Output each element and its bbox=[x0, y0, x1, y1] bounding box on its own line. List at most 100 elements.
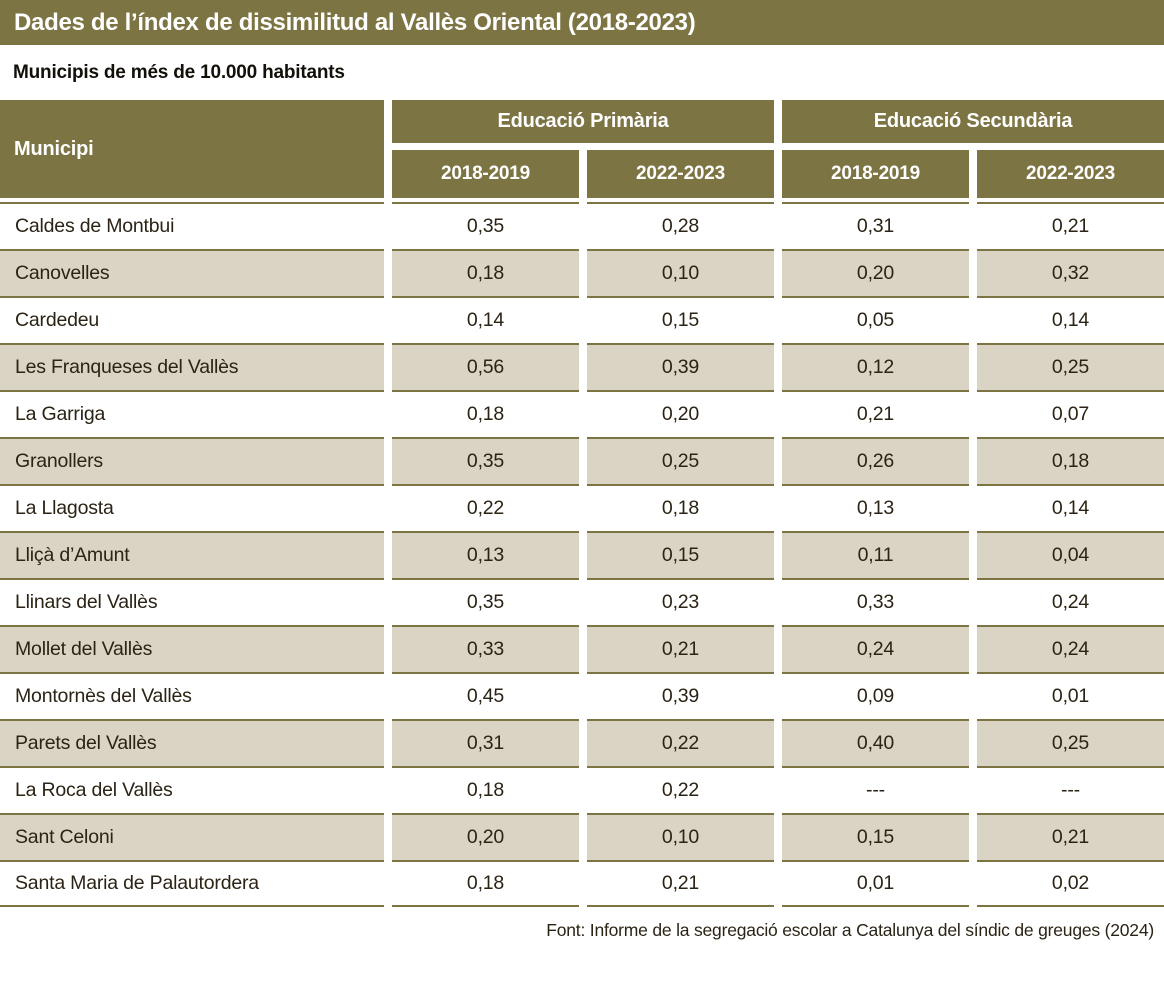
table-header: Municipi Educació Primària Educació Secu… bbox=[0, 100, 1164, 198]
value-cell: 0,18 bbox=[392, 249, 579, 296]
value-cell: 0,32 bbox=[977, 249, 1164, 296]
value-cell: 0,22 bbox=[587, 719, 774, 766]
value-cell: 0,24 bbox=[782, 625, 969, 672]
value-cell: 0,12 bbox=[782, 343, 969, 390]
value-cell: 0,35 bbox=[392, 202, 579, 249]
value-cell: 0,13 bbox=[392, 531, 579, 578]
value-cell: 0,14 bbox=[977, 484, 1164, 531]
table-row: Santa Maria de Palautordera 0,18 0,21 0,… bbox=[0, 860, 1164, 907]
municipality-cell: Lliçà d’Amunt bbox=[0, 531, 384, 578]
table-row: Caldes de Montbui 0,35 0,28 0,31 0,21 bbox=[0, 202, 1164, 249]
value-cell: 0,31 bbox=[782, 202, 969, 249]
municipality-cell: Parets del Vallès bbox=[0, 719, 384, 766]
value-cell: 0,35 bbox=[392, 437, 579, 484]
value-cell: 0,33 bbox=[392, 625, 579, 672]
table-row: Parets del Vallès 0,31 0,22 0,40 0,25 bbox=[0, 719, 1164, 766]
value-cell: 0,18 bbox=[587, 484, 774, 531]
value-cell: 0,39 bbox=[587, 343, 774, 390]
municipality-cell: La Roca del Vallès bbox=[0, 766, 384, 813]
value-cell: 0,40 bbox=[782, 719, 969, 766]
value-cell: 0,09 bbox=[782, 672, 969, 719]
municipality-cell: Cardedeu bbox=[0, 296, 384, 343]
value-cell: 0,21 bbox=[587, 625, 774, 672]
value-cell: 0,24 bbox=[977, 578, 1164, 625]
table-row: Montornès del Vallès 0,45 0,39 0,09 0,01 bbox=[0, 672, 1164, 719]
value-cell: 0,18 bbox=[392, 860, 579, 907]
value-cell: 0,07 bbox=[977, 390, 1164, 437]
table-body: Caldes de Montbui 0,35 0,28 0,31 0,21 Ca… bbox=[0, 202, 1164, 907]
column-header-secundaria-2022-2023: 2022-2023 bbox=[977, 150, 1164, 198]
value-cell: 0,25 bbox=[977, 719, 1164, 766]
value-cell: 0,15 bbox=[587, 531, 774, 578]
value-cell: 0,20 bbox=[782, 249, 969, 296]
source-note: Font: Informe de la segregació escolar a… bbox=[546, 920, 1154, 940]
municipality-cell: Sant Celoni bbox=[0, 813, 384, 860]
value-cell: 0,13 bbox=[782, 484, 969, 531]
table-row: La Garriga 0,18 0,20 0,21 0,07 bbox=[0, 390, 1164, 437]
column-group-educacio-primaria: Educació Primària bbox=[392, 100, 774, 143]
value-cell: 0,05 bbox=[782, 296, 969, 343]
value-cell: 0,21 bbox=[977, 202, 1164, 249]
value-cell: 0,10 bbox=[587, 249, 774, 296]
page-title: Dades de l’índex de dissimilitud al Vall… bbox=[14, 8, 696, 36]
table-row: Llinars del Vallès 0,35 0,23 0,33 0,24 bbox=[0, 578, 1164, 625]
title-bar: Dades de l’índex de dissimilitud al Vall… bbox=[0, 0, 1164, 45]
table-row: La Llagosta 0,22 0,18 0,13 0,14 bbox=[0, 484, 1164, 531]
municipality-cell: Llinars del Vallès bbox=[0, 578, 384, 625]
value-cell: 0,21 bbox=[977, 813, 1164, 860]
municipality-cell: Caldes de Montbui bbox=[0, 202, 384, 249]
table-row: Mollet del Vallès 0,33 0,21 0,24 0,24 bbox=[0, 625, 1164, 672]
value-cell: 0,25 bbox=[977, 343, 1164, 390]
value-cell: 0,04 bbox=[977, 531, 1164, 578]
municipality-cell: Montornès del Vallès bbox=[0, 672, 384, 719]
municipality-cell: Santa Maria de Palautordera bbox=[0, 860, 384, 907]
value-cell: 0,01 bbox=[977, 672, 1164, 719]
column-header-primaria-2018-2019: 2018-2019 bbox=[392, 150, 579, 198]
value-cell: 0,14 bbox=[392, 296, 579, 343]
value-cell: 0,24 bbox=[977, 625, 1164, 672]
value-cell: 0,33 bbox=[782, 578, 969, 625]
value-cell: 0,20 bbox=[392, 813, 579, 860]
value-cell: 0,18 bbox=[977, 437, 1164, 484]
value-cell: 0,28 bbox=[587, 202, 774, 249]
table-row: La Roca del Vallès 0,18 0,22 --- --- bbox=[0, 766, 1164, 813]
table-row: Granollers 0,35 0,25 0,26 0,18 bbox=[0, 437, 1164, 484]
municipality-cell: Canovelles bbox=[0, 249, 384, 296]
value-cell: 0,21 bbox=[587, 860, 774, 907]
column-group-educacio-secundaria: Educació Secundària bbox=[782, 100, 1164, 143]
value-cell: --- bbox=[782, 766, 969, 813]
value-cell: 0,26 bbox=[782, 437, 969, 484]
value-cell: 0,21 bbox=[782, 390, 969, 437]
table-row: Sant Celoni 0,20 0,10 0,15 0,21 bbox=[0, 813, 1164, 860]
value-cell: 0,11 bbox=[782, 531, 969, 578]
value-cell: 0,01 bbox=[782, 860, 969, 907]
table-row: Cardedeu 0,14 0,15 0,05 0,14 bbox=[0, 296, 1164, 343]
municipality-cell: La Garriga bbox=[0, 390, 384, 437]
value-cell: 0,15 bbox=[782, 813, 969, 860]
table-row: Canovelles 0,18 0,10 0,20 0,32 bbox=[0, 249, 1164, 296]
value-cell: 0,20 bbox=[587, 390, 774, 437]
municipality-cell: Granollers bbox=[0, 437, 384, 484]
value-cell: 0,10 bbox=[587, 813, 774, 860]
value-cell: 0,39 bbox=[587, 672, 774, 719]
value-cell: 0,23 bbox=[587, 578, 774, 625]
subtitle: Municipis de més de 10.000 habitants bbox=[13, 62, 345, 83]
column-header-municipi: Municipi bbox=[0, 100, 384, 198]
value-cell: 0,56 bbox=[392, 343, 579, 390]
municipality-cell: Mollet del Vallès bbox=[0, 625, 384, 672]
value-cell: 0,22 bbox=[587, 766, 774, 813]
value-cell: 0,18 bbox=[392, 390, 579, 437]
table-row: Les Franqueses del Vallès 0,56 0,39 0,12… bbox=[0, 343, 1164, 390]
value-cell: 0,14 bbox=[977, 296, 1164, 343]
municipality-cell: La Llagosta bbox=[0, 484, 384, 531]
value-cell: 0,22 bbox=[392, 484, 579, 531]
value-cell: 0,45 bbox=[392, 672, 579, 719]
value-cell: 0,18 bbox=[392, 766, 579, 813]
column-header-secundaria-2018-2019: 2018-2019 bbox=[782, 150, 969, 198]
value-cell: 0,31 bbox=[392, 719, 579, 766]
municipality-cell: Les Franqueses del Vallès bbox=[0, 343, 384, 390]
value-cell: 0,25 bbox=[587, 437, 774, 484]
value-cell: --- bbox=[977, 766, 1164, 813]
value-cell: 0,15 bbox=[587, 296, 774, 343]
value-cell: 0,35 bbox=[392, 578, 579, 625]
